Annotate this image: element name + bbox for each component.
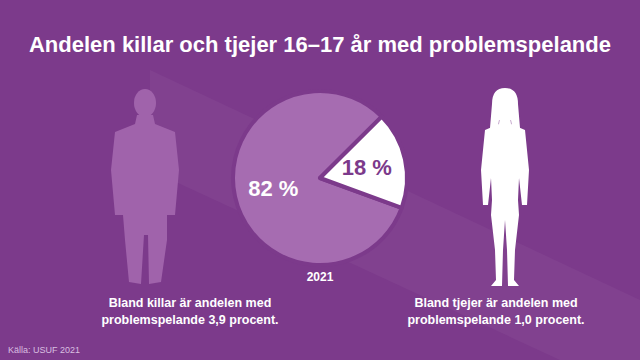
caption-boys: Bland killar är andelen med problemspelan… [101,296,278,327]
year-label: 2021 [307,270,334,284]
title: Andelen killar och tjejer 16–17 år med p… [29,32,611,57]
caption-boys-line: Bland killar är andelen med [109,296,272,310]
pie-slice [233,91,402,265]
caption-girls-line: problemspelande 1,0 procent. [407,313,584,327]
background [0,0,640,360]
man-body [111,115,179,284]
pie-slice [320,117,407,208]
woman-silhouette [481,88,529,286]
woman-head [496,92,514,116]
data-label: 82 % [248,176,298,201]
source: Källa: USUF 2021 [8,345,80,355]
man-head [134,89,156,117]
data-label: 18 % [342,155,392,180]
pie: 82 % 18 % [233,91,407,265]
caption-boys-line: problemspelande 3,9 procent. [101,313,278,327]
woman-body [481,114,529,286]
caption-girls-line: Bland tjejer är andelen med [414,296,577,310]
caption-girls: Bland tjejer är andelen med problemspelan… [407,296,584,327]
man-silhouette [111,89,179,284]
chart: Andelen killar och tjejer 16–17 år med p… [0,0,640,360]
